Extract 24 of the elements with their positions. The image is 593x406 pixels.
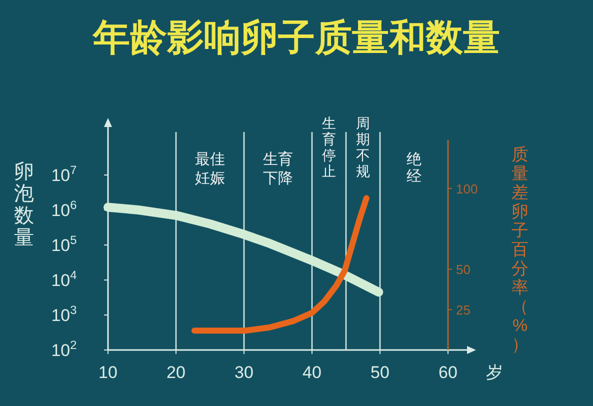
annotation: 最佳妊娠 [195, 151, 225, 187]
x-tick-label: 50 [370, 363, 390, 382]
x-axis-title: 岁 [486, 363, 503, 382]
annotation: 绝经 [406, 151, 422, 185]
y-tick-label: 10$^{5}$ [51, 233, 78, 255]
x-tick-label: 30 [234, 363, 254, 382]
annotation: 生育下降 [263, 151, 293, 187]
text: 质量差卵子百分率（%） [512, 145, 528, 354]
x-tick-label: 40 [302, 363, 322, 382]
x-tick-label: 20 [166, 363, 186, 382]
y-tick-label: 10$^{3}$ [51, 303, 78, 325]
y-tick-label: 10$^{7}$ [51, 163, 78, 185]
annotation: 生育停止 [322, 115, 336, 179]
y-axis-title: 卵泡数量 [14, 161, 34, 249]
y-tick-label: 10$^{6}$ [51, 198, 78, 220]
chart-title: 年龄影响卵子质量和数量 [92, 17, 500, 58]
x-tick-label: 10 [98, 363, 118, 382]
y-tick-label: 10$^{4}$ [51, 268, 78, 290]
y-tick-label: 10$^{2}$ [51, 338, 78, 360]
y2-tick-label: 100 [456, 181, 478, 196]
y2-tick-label: 50 [456, 262, 470, 278]
x-tick-label: 60 [438, 363, 458, 382]
y2-tick-label: 25 [456, 302, 470, 318]
annotation: 周期不规 [356, 115, 370, 179]
